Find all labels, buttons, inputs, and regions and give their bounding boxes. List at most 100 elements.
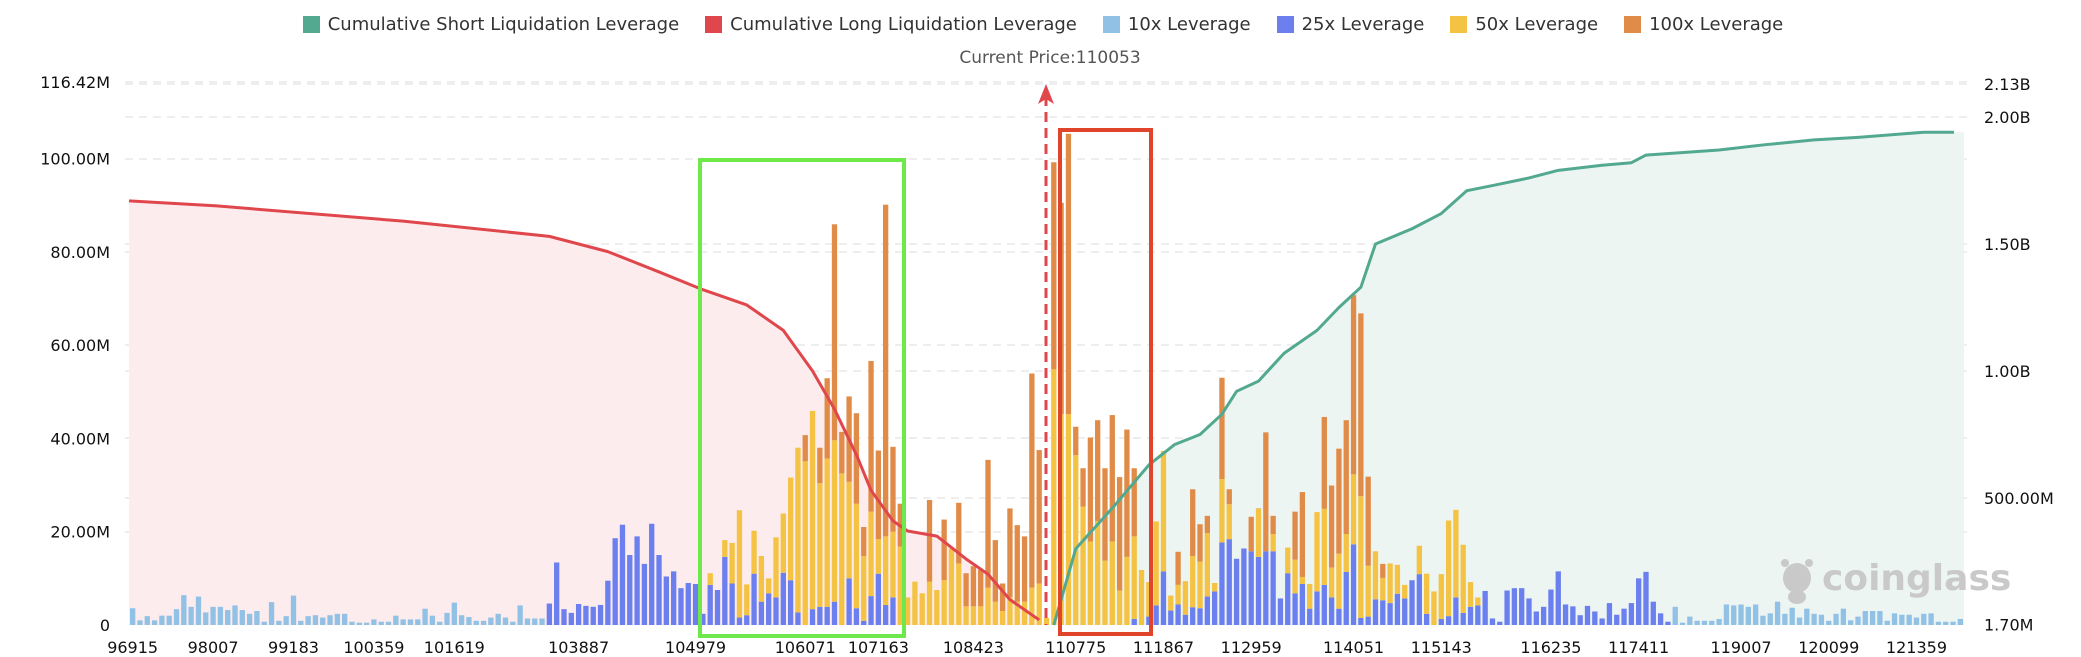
bar-10x [239,610,245,625]
bar-25x [1540,606,1547,625]
bar-100x [1131,468,1137,537]
bar-50x [1358,496,1364,619]
bar-100x [1321,416,1327,509]
bar-50x [1065,414,1072,625]
bar-25x [1599,618,1605,625]
bar-25x [671,571,677,625]
bar-50x [1350,474,1357,545]
bar-10x [437,621,443,625]
bar-100x [839,431,845,474]
bar-10x [290,595,297,625]
legend-item-100x[interactable]: 100x Leverage [1624,14,1783,35]
bar-10x [1672,606,1678,625]
bar-50x [904,597,911,625]
right-axis-tick-label: 2.00B [1984,108,2031,127]
coinglass-logo-icon [1781,559,1813,604]
bar-10x [1760,615,1766,625]
bar-100x [1197,524,1203,562]
bar-10x [473,620,479,625]
bar-10x [1906,614,1912,625]
bar-10x [1789,607,1795,625]
bar-10x [1709,620,1715,625]
bar-50x [1402,584,1408,599]
bar-100x [1124,429,1130,557]
bar-100x [1007,508,1013,598]
bar-10x [1716,618,1722,625]
bar-50x [1153,521,1159,606]
bar-25x [1358,618,1364,625]
legend-item-cumulative-long[interactable]: Cumulative Long Liquidation Leverage [705,14,1077,35]
bar-25x [1548,589,1554,625]
bar-50x [1124,556,1130,625]
x-axis-tick-label: 101619 [424,638,485,657]
bar-25x [714,590,721,625]
bar-25x [861,620,867,625]
bar-100x [831,224,838,441]
x-axis-tick-label: 111867 [1133,638,1194,657]
legend-swatch [302,16,320,33]
bar-100x [926,499,933,582]
legend-item-10x[interactable]: 10x Leverage [1102,14,1251,35]
bar-100x [1299,492,1306,577]
bar-10x [217,606,224,625]
bar-25x [890,597,896,625]
bar-50x [751,530,757,574]
bar-25x [700,613,706,625]
left-axis-tick-label: 60.00M [50,336,110,355]
bar-50x [1102,560,1108,625]
bar-25x [1570,606,1576,625]
bar-10x [407,619,414,625]
coinglass-watermark: coinglass [1781,558,2011,604]
bar-50x [1467,582,1474,607]
bar-50x [1190,555,1196,608]
legend-item-25x[interactable]: 25x Leverage [1276,14,1424,35]
bar-25x [1255,556,1262,625]
bar-50x [1029,587,1035,625]
bar-100x [999,583,1006,611]
bar-50x [795,447,801,613]
legend-label: 10x Leverage [1127,14,1251,35]
bar-25x [817,606,823,625]
bar-50x [817,483,823,607]
bar-25x [766,593,772,625]
bar-50x [883,536,889,605]
x-axis-tick-label: 120099 [1798,638,1859,657]
bar-25x [554,562,560,625]
bar-10x [283,616,289,625]
bar-10x [1745,606,1751,625]
bar-50x [1175,584,1181,605]
bar-25x [1511,588,1518,625]
bar-50x [970,606,977,625]
bar-100x [824,378,830,459]
bar-100x [1343,420,1349,535]
bar-100x [1226,489,1232,505]
legend-item-50x[interactable]: 50x Leverage [1450,14,1598,35]
legend-item-cumulative-short[interactable]: Cumulative Short Liquidation Leverage [302,14,679,35]
bar-25x [1643,571,1649,625]
bar-25x [649,523,655,625]
bar-100x [883,204,889,537]
bar-25x [1314,591,1320,625]
bar-25x [1584,605,1591,625]
bar-10x [276,620,282,625]
left-axis-tick-label: 116.42M [40,73,110,92]
bar-25x [1168,610,1174,625]
bar-25x [612,538,618,625]
bar-10x [458,615,465,625]
x-axis-tick-label: 107163 [848,638,909,657]
bar-50x [956,563,962,625]
bar-50x [722,540,728,557]
bar-25x [1175,604,1181,625]
bar-50x [1299,576,1306,584]
bar-50x [1394,564,1401,594]
bar-10x [1694,620,1700,625]
x-axis-tick-label: 121359 [1886,638,1947,657]
bar-25x [1197,608,1203,625]
bar-50x [963,606,969,625]
bar-10x [1840,608,1847,625]
bar-10x [1957,618,1963,625]
bar-25x [1343,571,1349,625]
bar-25x [590,606,596,625]
bar-10x [451,602,457,625]
bar-10x [1862,611,1868,625]
